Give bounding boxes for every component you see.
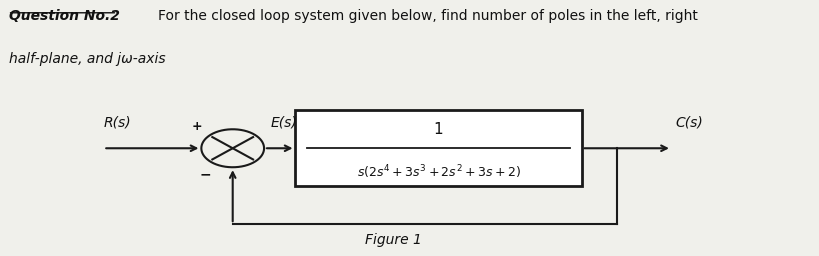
- Text: +: +: [192, 120, 203, 133]
- Text: C(s): C(s): [676, 116, 704, 130]
- Text: R(s): R(s): [103, 116, 131, 130]
- Text: Question No.2: Question No.2: [9, 9, 120, 23]
- Text: −: −: [200, 168, 211, 182]
- Bar: [296, 110, 581, 186]
- Text: For the closed loop system given below, find number of poles in the left, right: For the closed loop system given below, …: [158, 9, 698, 23]
- Text: half-plane, and jω-axis: half-plane, and jω-axis: [9, 52, 166, 66]
- Text: 1: 1: [434, 122, 443, 137]
- Text: Figure 1: Figure 1: [365, 233, 422, 247]
- Text: E(s): E(s): [270, 116, 297, 130]
- Text: $s(2s^4 + 3s^3 + 2s^2 + 3s + 2)$: $s(2s^4 + 3s^3 + 2s^2 + 3s + 2)$: [356, 164, 520, 181]
